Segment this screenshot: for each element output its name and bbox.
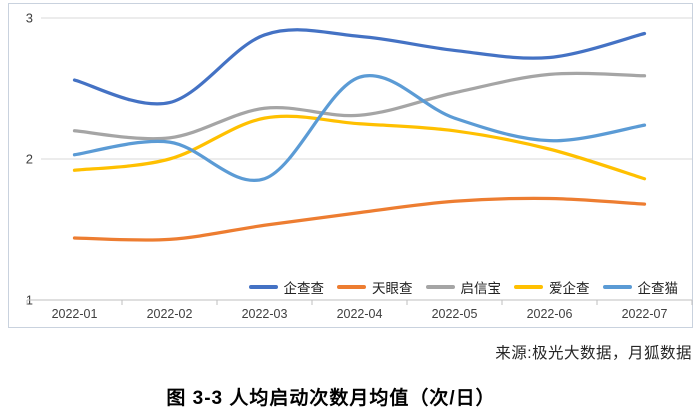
legend-label: 启信宝 xyxy=(460,281,502,296)
legend-label: 企查猫 xyxy=(637,281,679,296)
legend-item-3: 爱企查 xyxy=(514,277,590,297)
x-tick-label: 2022-04 xyxy=(337,307,383,321)
legend-line-swatch xyxy=(248,285,278,289)
legend-label: 爱企查 xyxy=(549,281,590,296)
legend-item-2: 启信宝 xyxy=(425,277,502,297)
series-line-3 xyxy=(72,114,647,181)
x-tick-label: 2022-03 xyxy=(242,307,288,321)
y-tick-label: 3 xyxy=(26,11,33,26)
legend-item-0: 企查查 xyxy=(248,277,325,297)
x-tick-label: 2022-05 xyxy=(432,307,478,321)
x-tick-label: 2022-01 xyxy=(52,307,98,321)
legend-line-swatch xyxy=(602,285,632,289)
series-line-4 xyxy=(72,74,647,183)
legend-line-swatch xyxy=(514,285,543,289)
chart-legend: 企查查 天眼查 启信宝 爱企查 企查猫 xyxy=(248,277,679,297)
x-tick-label: 2022-02 xyxy=(147,307,193,321)
legend-label: 企查查 xyxy=(283,281,325,296)
legend-label: 天眼查 xyxy=(372,281,413,296)
y-tick-label: 2 xyxy=(26,152,33,167)
x-tick-label: 2022-06 xyxy=(527,307,573,321)
legend-item-1: 天眼查 xyxy=(337,277,413,297)
series-line-2 xyxy=(72,71,647,141)
x-tick-label: 2022-07 xyxy=(622,307,668,321)
legend-line-swatch xyxy=(425,285,455,289)
chart-figure: 1 2 3 2022-01 2022-02 2022-03 2022-04 2022-05 20… xyxy=(8,3,693,328)
series-line-1 xyxy=(72,196,647,242)
source-note: 来源:极光大数据，月狐数据 xyxy=(495,345,692,362)
legend-line-swatch xyxy=(337,285,366,289)
series-line-0 xyxy=(72,28,647,106)
legend-item-4: 企查猫 xyxy=(602,277,679,297)
figure-caption: 图 3-3 人均启动次数月均值（次/日） xyxy=(166,388,496,409)
